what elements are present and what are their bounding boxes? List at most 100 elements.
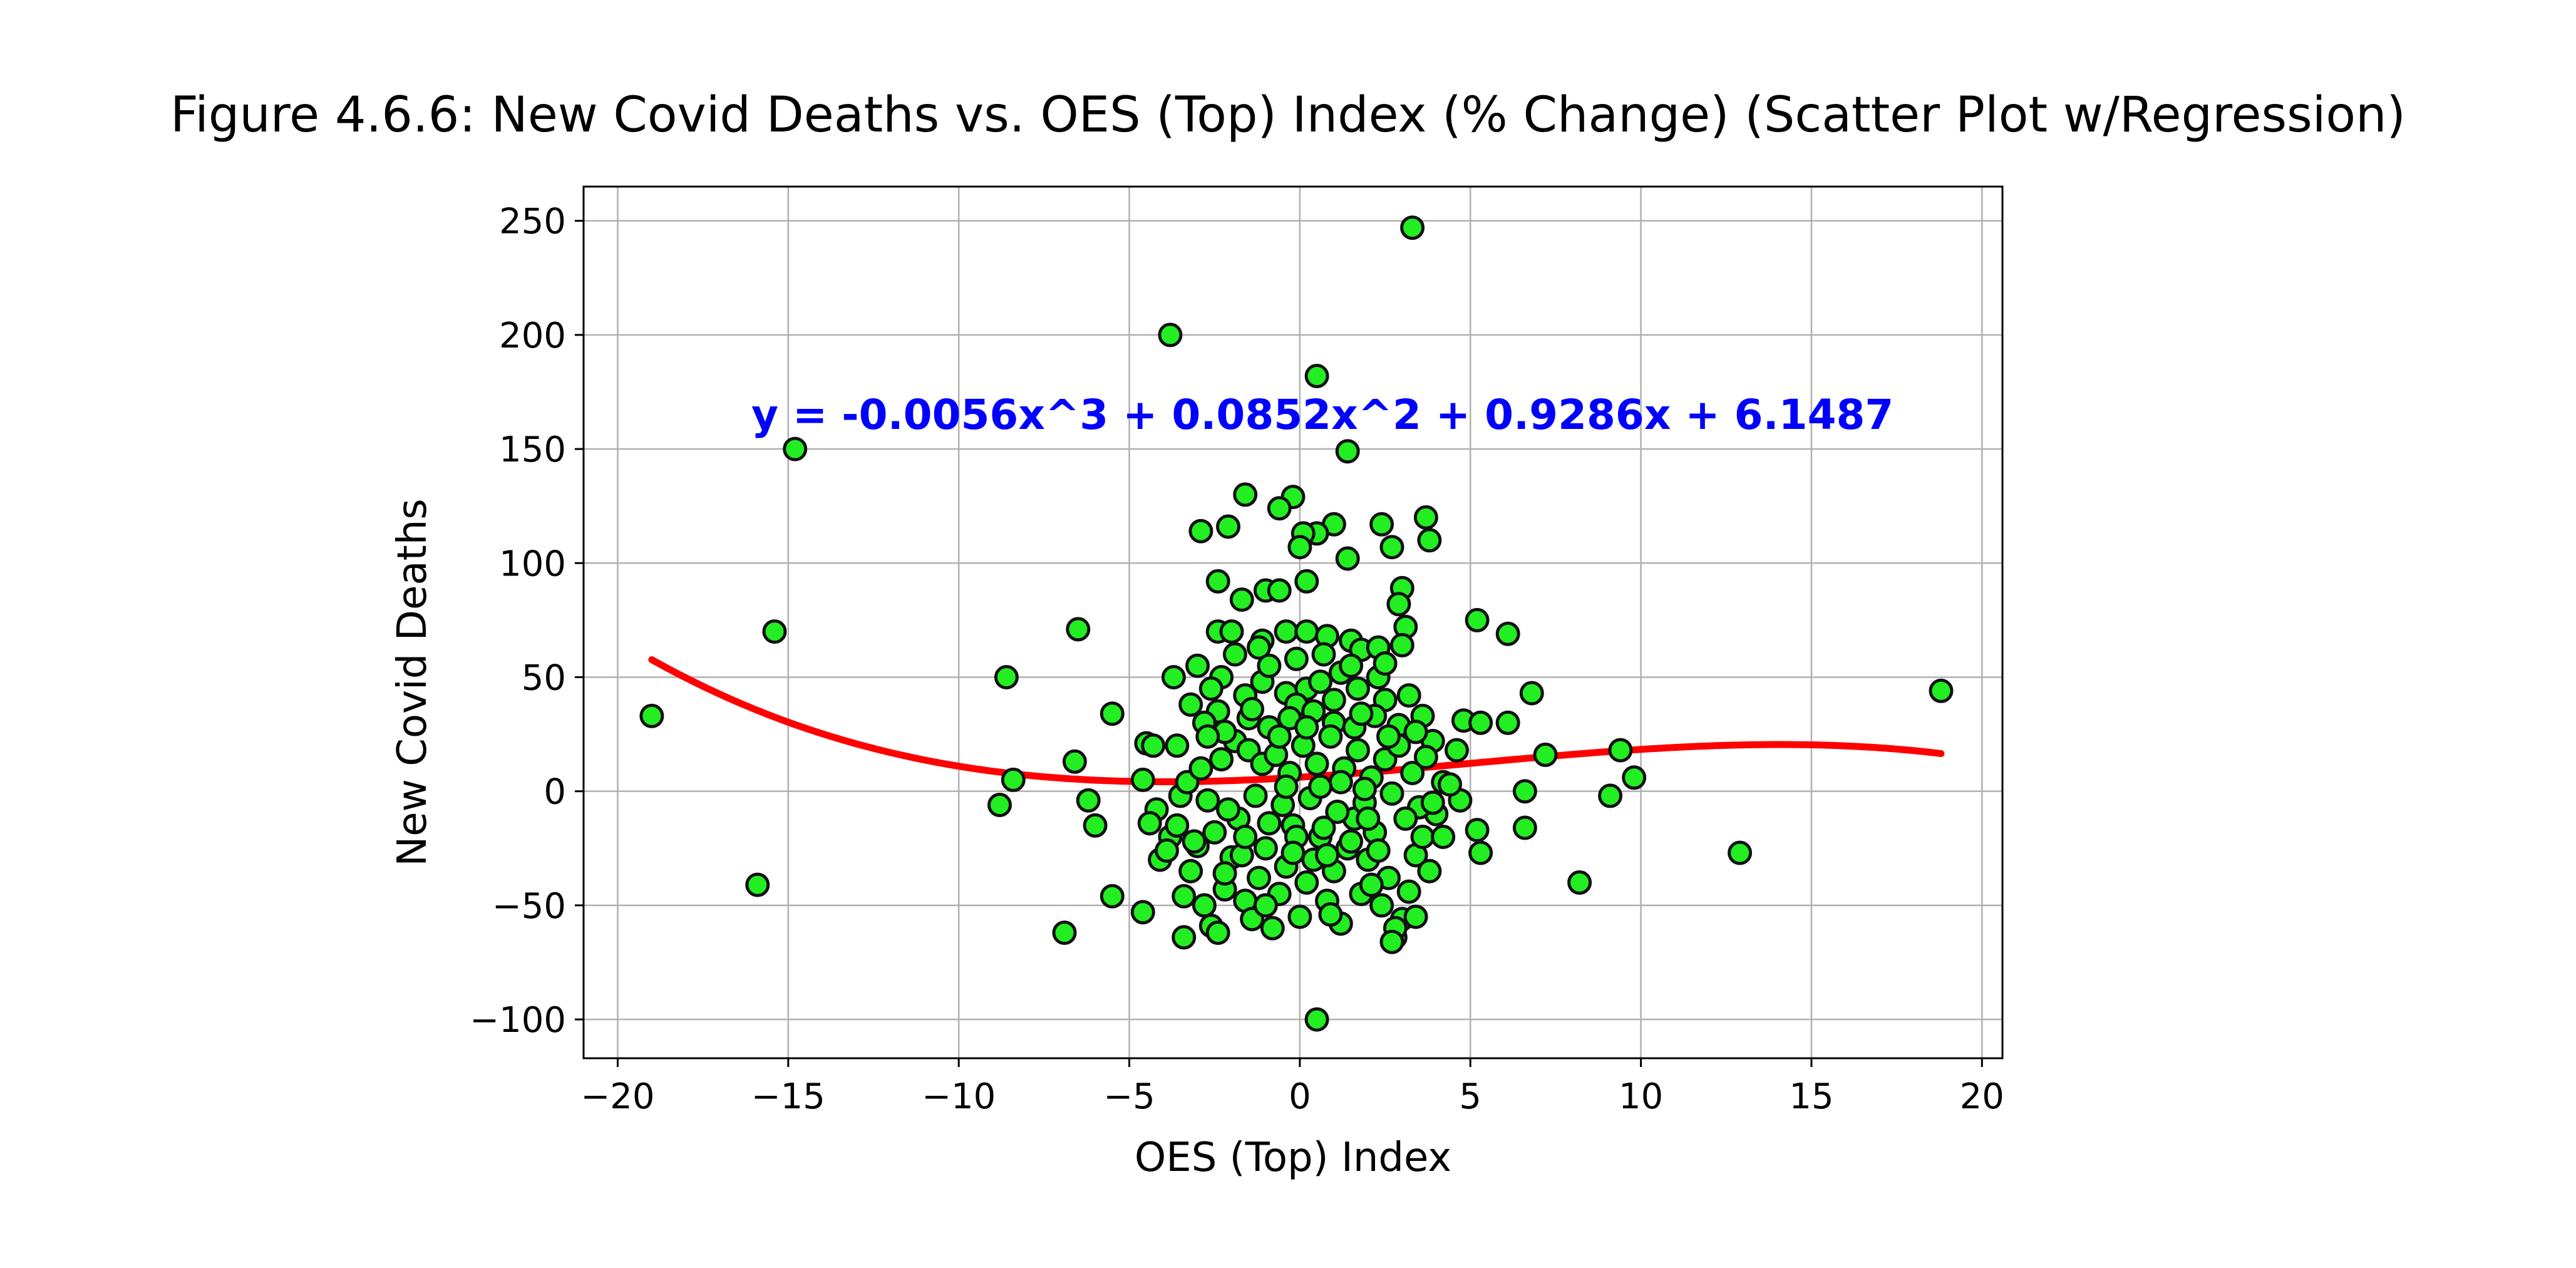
scatter-point (1267, 496, 1292, 521)
scatter-point (1315, 843, 1339, 868)
scatter-point (1431, 825, 1456, 849)
y-tick-label: −100 (470, 1000, 566, 1041)
scatter-point (1413, 745, 1438, 770)
scatter-point (1280, 840, 1306, 865)
scatter-point (1165, 813, 1190, 838)
scatter-point (1141, 733, 1166, 758)
scatter-point (1233, 482, 1258, 507)
scatter-point (1403, 719, 1428, 745)
scatter-point (1318, 724, 1343, 749)
scatter-point (745, 872, 770, 897)
scatter-point (1219, 619, 1244, 644)
scatter-point (1294, 715, 1319, 740)
scatter-point (1001, 767, 1026, 792)
scatter-point (1267, 578, 1292, 603)
scatter-point (987, 793, 1012, 817)
scatter-point (1376, 724, 1401, 749)
x-tick-label: 5 (1459, 1076, 1481, 1117)
scatter-point (1304, 751, 1329, 776)
scatter-point (1417, 528, 1442, 553)
scatter-point (1287, 535, 1312, 560)
x-tick-label: −5 (1103, 1076, 1155, 1117)
scatter-point (1622, 765, 1647, 790)
scatter-point (1352, 776, 1377, 802)
scatter-point (1233, 825, 1258, 849)
scatter-point (1379, 781, 1404, 806)
x-tick-label: −15 (751, 1076, 825, 1117)
scatter-point (1100, 884, 1125, 909)
scatter-point (1321, 688, 1346, 713)
y-tick-label: 50 (522, 657, 566, 698)
scatter-point (1728, 840, 1753, 865)
scatter-point (1608, 738, 1633, 763)
scatter-point (762, 619, 787, 644)
grid-lines (584, 187, 2002, 1058)
scatter-point (1369, 893, 1394, 918)
scatter-point (1519, 681, 1544, 706)
scatter-point (1216, 514, 1240, 539)
scatter-point (1130, 767, 1155, 792)
scatter-point (1308, 669, 1333, 694)
scatter-point (1155, 838, 1179, 863)
scatter-point (1386, 592, 1411, 617)
scatter-point (1130, 900, 1155, 925)
scatter-point (1216, 797, 1240, 822)
scatter-point (1304, 364, 1329, 388)
scatter-point (1389, 632, 1414, 657)
x-tick-label: 20 (1960, 1076, 2004, 1117)
scatter-point (1182, 829, 1207, 854)
scatter-point (1172, 884, 1197, 909)
scatter-point (1195, 724, 1220, 749)
y-tick-label: 200 (499, 316, 566, 356)
scatter-point (1468, 710, 1493, 735)
scatter-point (1222, 642, 1247, 667)
scatter-point (1410, 825, 1435, 849)
scatter-point (1066, 617, 1091, 642)
scatter-point (1185, 653, 1210, 678)
scatter-point (1202, 820, 1227, 845)
scatter-point (1195, 788, 1220, 813)
scatter-point (1468, 840, 1493, 865)
scatter-point (1287, 904, 1312, 929)
scatter-point (1257, 811, 1282, 836)
scatter-point (1172, 925, 1197, 950)
scatter-point (1192, 893, 1217, 918)
x-tick-label: 15 (1789, 1076, 1833, 1117)
x-axis-label: OES (Top) Index (1135, 1135, 1451, 1181)
scatter-point (1465, 818, 1490, 843)
scatter-point (1346, 676, 1370, 701)
y-axis-ticks: −100 −50 0 50 100 150 200 250 (470, 202, 584, 1041)
scatter-point (1212, 861, 1237, 886)
scatter-point (1366, 838, 1391, 863)
scatter-point (1083, 813, 1108, 838)
scatter-point (1247, 635, 1271, 660)
x-tick-label: 0 (1289, 1076, 1311, 1117)
scatter-point (1311, 815, 1336, 840)
x-tick-label: −20 (580, 1076, 654, 1117)
scatter-point (1335, 546, 1360, 571)
scatter-point (1598, 783, 1623, 808)
scatter-point (639, 703, 664, 728)
scatter-point (783, 436, 808, 461)
scatter-point (1209, 747, 1234, 772)
scatter-point (1178, 858, 1203, 884)
regression-equation-label: y = -0.0056x^3 + 0.0852x^2 + 0.9286x + 6… (751, 391, 1893, 439)
scatter-point (1229, 587, 1254, 612)
scatter-point (1413, 505, 1438, 530)
scatter-point (1495, 621, 1520, 646)
scatter-point (1567, 870, 1592, 895)
scatter-point (1062, 749, 1087, 774)
scatter-point (1349, 701, 1374, 726)
scatter-point (1100, 701, 1125, 726)
scatter-point (1165, 733, 1190, 758)
scatter-point (1465, 607, 1490, 632)
scatter-point (1328, 770, 1353, 795)
scatter-point (1495, 710, 1520, 735)
scatter-point (1400, 215, 1425, 240)
scatter-point (1294, 569, 1319, 594)
scatter-point (1253, 836, 1278, 861)
scatter-point (1393, 806, 1418, 831)
scatter-point (1274, 774, 1299, 799)
scatter-point (1294, 870, 1319, 895)
